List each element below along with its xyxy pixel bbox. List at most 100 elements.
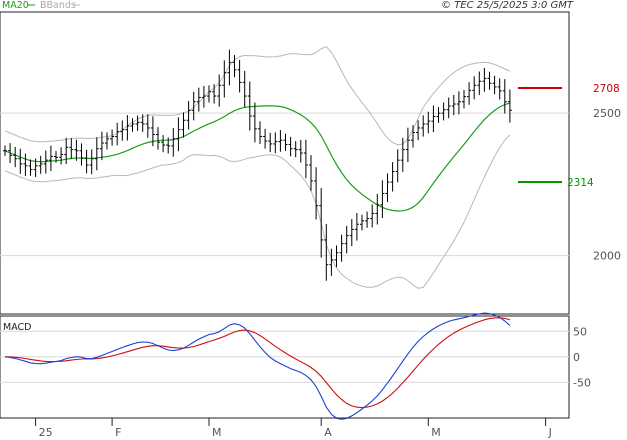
ohlc-bar: [38, 155, 43, 174]
ohlc-bar: [446, 97, 451, 119]
bbands-upper-line: [4, 46, 511, 146]
ohlc-bar: [405, 127, 410, 163]
ohlc-bar: [309, 155, 313, 191]
ohlc-bar: [451, 94, 456, 116]
ohlc-bar: [64, 137, 69, 164]
ohlc-bar: [69, 138, 74, 159]
macd-tick-label: 0: [573, 351, 580, 364]
ohlc-bar: [105, 132, 109, 150]
ohlc-bar: [497, 78, 502, 100]
price-axis: 2000 2500: [593, 107, 621, 262]
ohlc-bar: [339, 234, 344, 262]
ohlc-bar: [360, 214, 364, 231]
ohlc-bar: [349, 218, 354, 247]
ohlc-bar: [135, 115, 140, 131]
price-tick-label: 2500: [593, 107, 621, 120]
ohlc-bar: [375, 193, 380, 225]
ohlc-bar: [380, 180, 385, 218]
ohlc-bar: [329, 248, 334, 276]
ohlc-bar: [293, 141, 298, 158]
macd-tick-label: -50: [573, 376, 591, 389]
ohlc-bar: [217, 74, 222, 107]
ohlc-bar: [416, 120, 421, 141]
ohlc-bar: [212, 84, 217, 104]
resistance-level-label: 2708: [593, 83, 620, 95]
ohlc-bar: [242, 70, 247, 108]
ohlc-bar: [43, 150, 48, 174]
ohlc-bar: [431, 105, 436, 133]
ohlc-bar: [110, 129, 115, 146]
legend-bbands: BBands: [40, 0, 76, 11]
ohlc-bar: [436, 106, 441, 123]
ohlc-bar: [33, 158, 38, 177]
copyright-stamp: © TEC 25/5/2025 3:0 GMT: [441, 0, 574, 11]
ohlc-bar: [354, 213, 359, 241]
time-tick-label: A: [324, 426, 332, 439]
ohlc-bar: [502, 79, 507, 114]
macd-grid: [0, 330, 569, 383]
ohlc-bar: [171, 128, 176, 157]
macd-line: [4, 312, 511, 420]
ma20-line: [4, 102, 511, 212]
ohlc-bar: [28, 159, 33, 176]
ohlc-bar: [344, 225, 349, 254]
ohlc-bar: [507, 89, 512, 123]
ohlc-bar: [385, 173, 390, 203]
ohlc-bar: [222, 60, 227, 98]
ohlc-bar: [140, 114, 145, 132]
ohlc-bar: [421, 115, 426, 137]
ohlc-bar: [247, 81, 252, 131]
time-tick-label: J: [548, 426, 552, 439]
ohlc-bar: [186, 101, 191, 130]
ohlc-bar: [237, 59, 242, 93]
ohlc-bar: [273, 132, 278, 154]
ohlc-bar: [227, 49, 232, 86]
ohlc-bar: [400, 137, 405, 172]
bbands-lower-line: [4, 134, 511, 289]
ohlc-bar: [365, 211, 370, 228]
ohlc-bar: [263, 128, 268, 149]
ohlc-bar: [334, 245, 339, 268]
ohlc-bar: [462, 89, 466, 109]
ohlc-bar: [268, 132, 273, 153]
ohlc-bar: [8, 143, 13, 163]
time-tick-label: M: [212, 426, 222, 439]
ohlc-bar: [13, 146, 18, 168]
ohlc-bar: [191, 91, 196, 121]
ohlc-bar: [492, 75, 497, 95]
price-grid: [0, 112, 569, 257]
ohlc-bar: [258, 121, 262, 144]
time-axis: 25 F M A M J: [0, 417, 569, 439]
ohlc-bar: [150, 116, 155, 147]
ohlc-bar: [145, 114, 150, 138]
ohlc-bar: [115, 122, 120, 146]
macd-lines: [4, 312, 511, 420]
macd-tick-label: 50: [573, 325, 587, 338]
ohlc-bar: [23, 153, 28, 177]
ohlc-bar: [181, 112, 186, 138]
ohlc-bar: [156, 127, 160, 150]
ohlc-bar: [120, 120, 125, 141]
ohlc-bar: [288, 136, 293, 157]
ohlc-bar: [130, 118, 135, 132]
ohlc-bar: [94, 137, 99, 171]
ohlc-bar: [390, 162, 395, 192]
ohlc-bar: [18, 148, 23, 174]
ohlc-bar: [467, 82, 472, 105]
ohlc-bar: [303, 139, 308, 179]
ohlc-bar: [395, 149, 400, 183]
ohlc-bar: [441, 102, 446, 121]
ohlc-bar: [411, 125, 415, 148]
ohlc-bar: [89, 149, 94, 175]
support-level-label: 2314: [567, 177, 594, 189]
ohlc-bar: [472, 76, 477, 100]
macd-label: MACD: [3, 322, 31, 333]
ohlc-bar: [79, 143, 84, 166]
ohlc-bar: [207, 85, 211, 103]
ohlc-bar: [319, 188, 324, 258]
ohlc-bar: [161, 135, 166, 153]
ohlc-bar: [278, 130, 283, 152]
ohlc-bar: [54, 151, 58, 163]
